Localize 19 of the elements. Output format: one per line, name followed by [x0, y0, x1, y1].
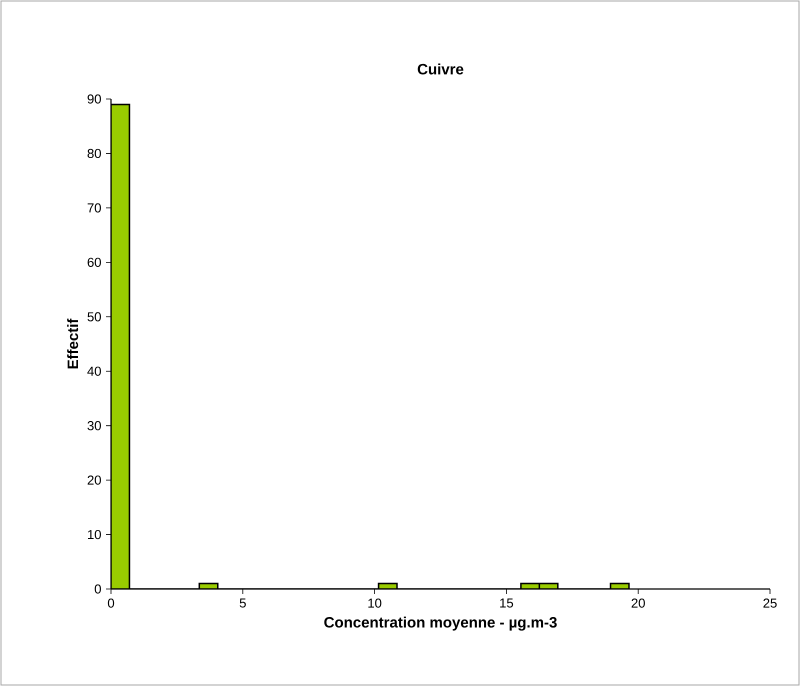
y-tick-label: 40 [87, 366, 101, 376]
x-tick-label: 5 [240, 598, 246, 608]
x-axis-title: Concentration moyenne - µg.m-3 [324, 616, 557, 631]
y-tick-label: 0 [94, 584, 101, 594]
x-tick-label: 20 [632, 598, 645, 608]
y-tick-label: 50 [88, 312, 101, 322]
x-tick-label: 0 [108, 598, 114, 608]
y-tick-label: 10 [88, 530, 101, 540]
x-tick-label: 25 [763, 598, 777, 608]
y-tick-label: 90 [88, 94, 101, 104]
chart-title: Cuivre [418, 63, 464, 74]
y-axis-title: Effectif [67, 318, 78, 368]
y-tick-label: 60 [88, 258, 101, 267]
x-tick-label: 15 [500, 598, 514, 608]
y-tick-label: 80 [88, 148, 101, 158]
y-tick-label: 20 [88, 476, 101, 485]
x-tick-label: 10 [368, 598, 382, 608]
y-tick-label: 30 [88, 421, 101, 430]
y-tick-label: 70 [88, 203, 101, 212]
